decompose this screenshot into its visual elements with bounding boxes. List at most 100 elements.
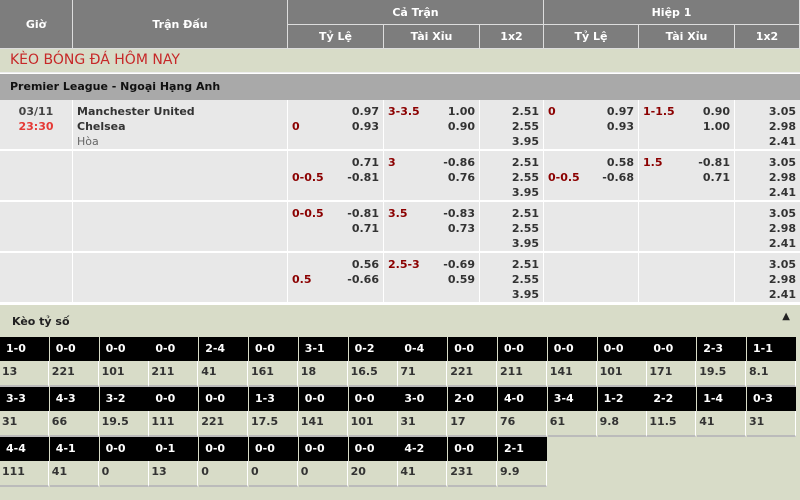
- correct-score-item[interactable]: 0-0 221: [448, 337, 498, 387]
- correct-score-item[interactable]: 2-3 19.5: [697, 337, 747, 387]
- correct-score-item[interactable]: 2-0 17: [448, 387, 498, 437]
- correct-score-item[interactable]: 1-4 41: [697, 387, 747, 437]
- correct-score-item[interactable]: 0-3 31: [747, 387, 796, 437]
- h1-ou-odds[interactable]: -0.81 0.71: [698, 156, 730, 184]
- h1-ou-odds[interactable]: 0.90 1.00: [702, 105, 730, 133]
- h1-hdp-cell: 0 0.97 0.93: [544, 100, 639, 150]
- score-label: 4-4: [0, 437, 49, 461]
- header-match: Trận Đấu: [73, 0, 288, 49]
- correct-score-item[interactable]: 0-0 101: [348, 387, 398, 437]
- correct-score-item[interactable]: 0-0 141: [298, 387, 348, 437]
- correct-score-item[interactable]: 0-0 161: [249, 337, 298, 387]
- score-odds: 211: [149, 361, 199, 387]
- score-label: 0-0: [199, 387, 249, 411]
- ou-odds[interactable]: 1.00 0.90: [447, 105, 475, 133]
- league-name[interactable]: Premier League - Ngoại Hạng Anh: [0, 74, 800, 100]
- score-label: 0-0: [498, 337, 547, 361]
- correct-score-item[interactable]: 0-1 13: [149, 437, 199, 487]
- correct-score-item[interactable]: 4-4 111: [0, 437, 49, 487]
- correct-score-item[interactable]: 0-0 111: [149, 387, 199, 437]
- h1-x12-odds[interactable]: 3.05 2.98 2.41: [768, 258, 796, 301]
- correct-score-item[interactable]: 4-2 41: [398, 437, 448, 487]
- correct-score-item[interactable]: 0-0 231: [448, 437, 498, 487]
- ou-odds[interactable]: -0.86 0.76: [443, 156, 475, 184]
- x12-odds[interactable]: 2.51 2.55 3.95: [480, 151, 544, 201]
- x12-odds[interactable]: 2.51 2.55 3.95: [480, 253, 544, 303]
- correct-score-item[interactable]: 4-1 41: [49, 437, 99, 487]
- correct-score-item[interactable]: 0-0 211: [498, 337, 547, 387]
- correct-score-item[interactable]: 0-0 0: [99, 437, 149, 487]
- correct-score-item[interactable]: 0-0 101: [597, 337, 647, 387]
- h1-x12-odds[interactable]: 3.05 2.98 2.41: [768, 105, 796, 148]
- h1-ou-line: 1.5: [643, 156, 663, 169]
- correct-score-title: Kèo tỷ số: [12, 315, 70, 328]
- score-odds: 0: [249, 461, 298, 487]
- correct-score-item[interactable]: 0-0 141: [547, 337, 597, 387]
- hdp-odds[interactable]: 0.71 -0.81: [347, 156, 379, 184]
- score-label: 2-1: [498, 437, 547, 461]
- hdp-odds[interactable]: 0.97 0.93: [351, 105, 379, 133]
- correct-score-item[interactable]: 0-4 71: [398, 337, 448, 387]
- correct-score-item[interactable]: 1-1 8.1: [747, 337, 796, 387]
- score-label: 1-2: [597, 387, 647, 411]
- correct-score-item[interactable]: 1-3 17.5: [249, 387, 298, 437]
- correct-score-item[interactable]: 0-0 171: [647, 337, 697, 387]
- score-odds: 17.5: [249, 411, 298, 437]
- score-label: 0-0: [348, 387, 398, 411]
- ou-odds[interactable]: -0.83 0.73: [443, 207, 475, 235]
- hdp-cell: 0-0.5 -0.81 0.71: [288, 202, 384, 252]
- h1-x12-odds[interactable]: 3.05 2.98 2.41: [768, 156, 796, 199]
- score-odds: 41: [398, 461, 448, 487]
- away-team[interactable]: Chelsea: [77, 120, 126, 133]
- hdp-odds[interactable]: -0.81 0.71: [347, 207, 379, 235]
- correct-score-item[interactable]: 3-1 18: [298, 337, 348, 387]
- correct-score-item[interactable]: 0-0 0: [298, 437, 348, 487]
- home-team[interactable]: Manchester United: [77, 105, 195, 118]
- header-hdp: Tỷ Lệ: [288, 25, 384, 49]
- correct-score-item[interactable]: 3-0 31: [398, 387, 448, 437]
- correct-score-item[interactable]: 2-1 9.9: [498, 437, 547, 487]
- h1-hdp-odds[interactable]: 0.97 0.93: [606, 105, 634, 133]
- correct-score-item[interactable]: 3-2 19.5: [99, 387, 149, 437]
- correct-score-section: Kèo tỷ số ▲ 1-0 13 0-0 221 0-0 101 0-0 211 2-4 41…: [0, 305, 800, 500]
- correct-score-item[interactable]: 0-0 0: [199, 437, 249, 487]
- score-label: 3-1: [298, 337, 348, 361]
- score-odds: 9.8: [597, 411, 647, 437]
- correct-score-item[interactable]: 0-0 221: [49, 337, 99, 387]
- correct-score-item[interactable]: 1-0 13: [0, 337, 49, 387]
- correct-score-item[interactable]: 0-0 20: [348, 437, 398, 487]
- h1-hdp-odds[interactable]: 0.58 -0.68: [602, 156, 634, 184]
- ou-odds[interactable]: -0.69 0.59: [443, 258, 475, 286]
- hdp-odds[interactable]: 0.56 -0.66: [347, 258, 379, 286]
- correct-score-item[interactable]: 2-4 41: [199, 337, 249, 387]
- score-odds: 13: [0, 361, 49, 387]
- collapse-caret-icon[interactable]: ▲: [782, 311, 790, 322]
- score-label: 2-3: [697, 337, 747, 361]
- correct-score-item[interactable]: 4-0 76: [498, 387, 547, 437]
- correct-score-item[interactable]: 0-0 221: [199, 387, 249, 437]
- correct-score-item[interactable]: 0-0 211: [149, 337, 199, 387]
- x12-odds[interactable]: 2.51 2.55 3.95: [480, 100, 544, 150]
- score-label: 3-2: [99, 387, 149, 411]
- match-kickoff: 23:30: [18, 120, 54, 133]
- x12-odds[interactable]: 2.51 2.55 3.95: [480, 202, 544, 252]
- correct-score-item[interactable]: 2-2 11.5: [647, 387, 697, 437]
- correct-score-item[interactable]: 4-3 66: [49, 387, 99, 437]
- correct-score-item[interactable]: 1-2 9.8: [597, 387, 647, 437]
- correct-score-item[interactable]: 0-0 0: [249, 437, 298, 487]
- score-odds: 31: [0, 411, 49, 437]
- correct-score-item[interactable]: 0-0 101: [99, 337, 149, 387]
- score-label: 4-0: [498, 387, 547, 411]
- score-odds: 31: [398, 411, 448, 437]
- h1-x12-odds[interactable]: 3.05 2.98 2.41: [768, 207, 796, 250]
- score-label: 0-0: [149, 387, 199, 411]
- score-odds: 41: [49, 461, 99, 487]
- correct-score-item[interactable]: 0-2 16.5: [348, 337, 398, 387]
- ou-cell: 2.5-3 -0.69 0.59: [384, 253, 480, 303]
- header-h1-1x2: 1x2: [735, 25, 800, 49]
- h1-ou-line: 1-1.5: [643, 105, 675, 118]
- correct-score-item[interactable]: 3-4 61: [547, 387, 597, 437]
- score-odds: 111: [0, 461, 49, 487]
- match-time-cell: 03/11 23:30: [0, 100, 73, 150]
- correct-score-item[interactable]: 3-3 31: [0, 387, 49, 437]
